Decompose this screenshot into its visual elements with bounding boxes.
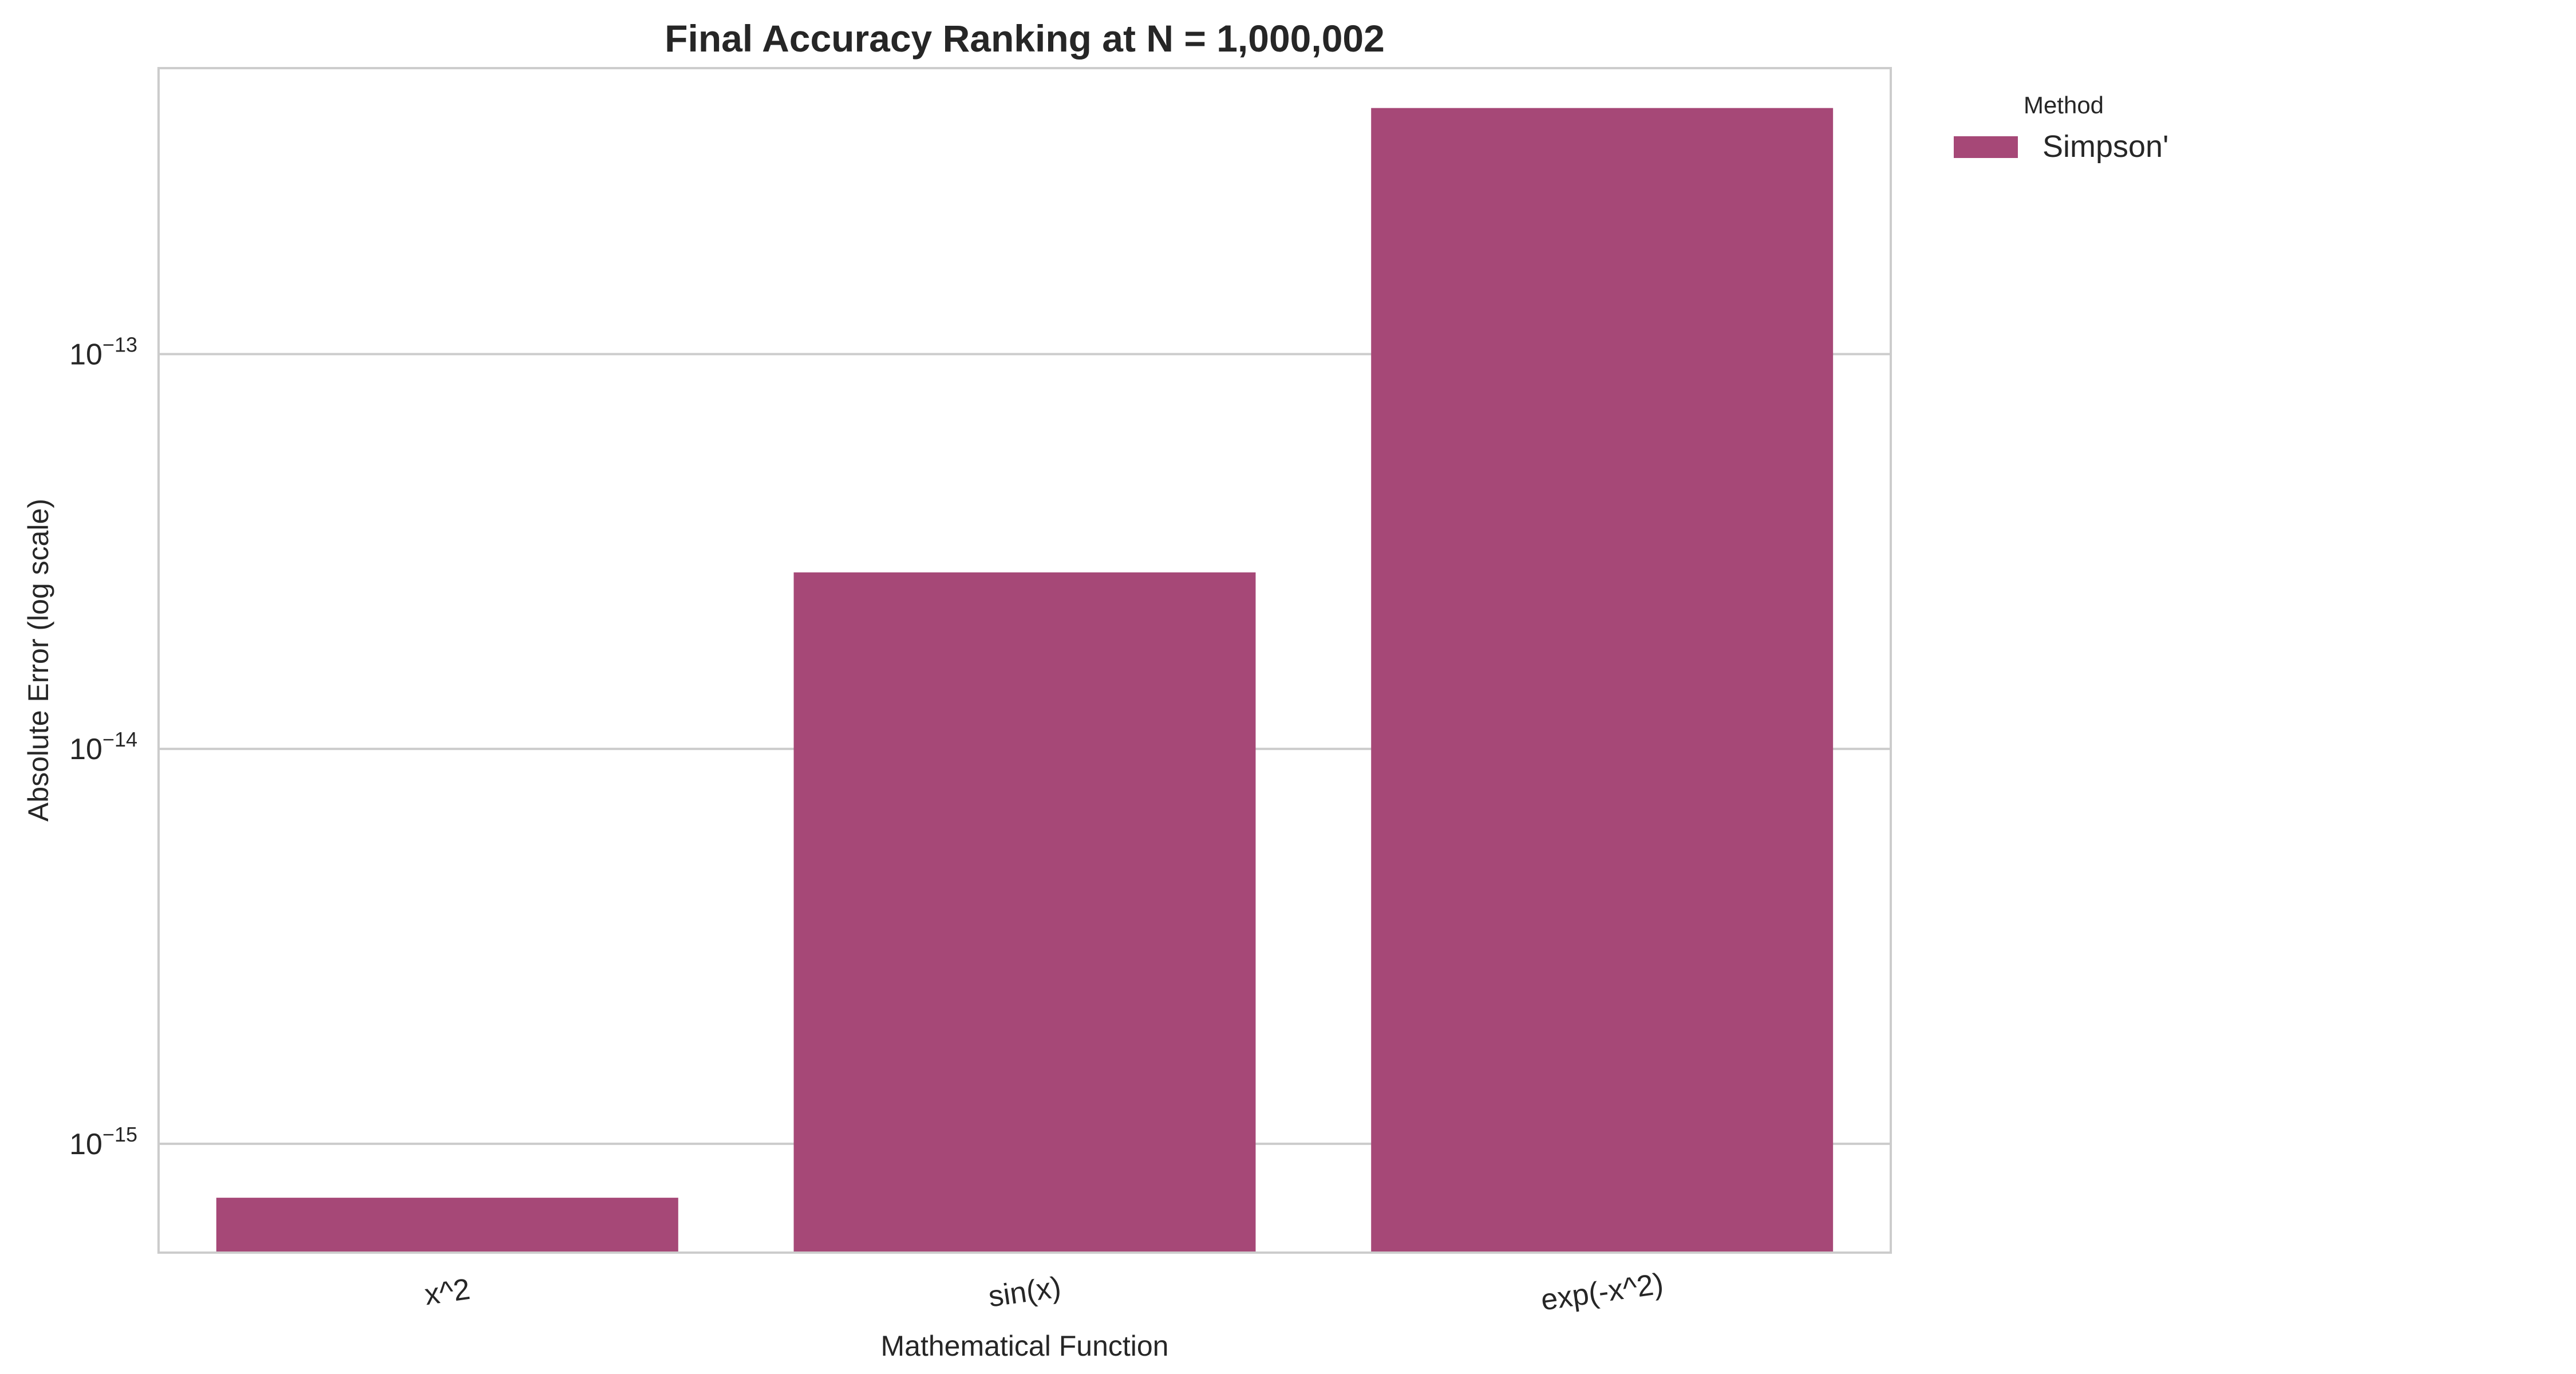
y-tick-labels: 10−15 10−14 10−13 [69,333,137,1161]
legend-title: Method [2024,92,2104,119]
y-tick-label: 10−13 [69,333,137,372]
plot-frame [157,67,1892,1254]
y-tick-label: 10−14 [69,728,137,766]
chart-title: Final Accuracy Ranking at N = 1,000,002 [665,17,1385,60]
x-axis-label: Mathematical Function [880,1330,1168,1362]
bar [1371,108,1834,1253]
bar [793,572,1256,1253]
bars [216,108,1834,1253]
y-axis-label: Absolute Error (log scale) [22,499,54,822]
legend: Method Simpson' [1954,92,2168,164]
legend-swatch [1954,136,2018,158]
legend-label: Simpson' [2042,129,2168,164]
x-tick-labels: x^2 sin(x) exp(-x^2) [422,1267,1665,1317]
bar [216,1198,678,1253]
x-tick-label: x^2 [422,1273,472,1312]
y-tick-label: 10−15 [69,1123,137,1161]
